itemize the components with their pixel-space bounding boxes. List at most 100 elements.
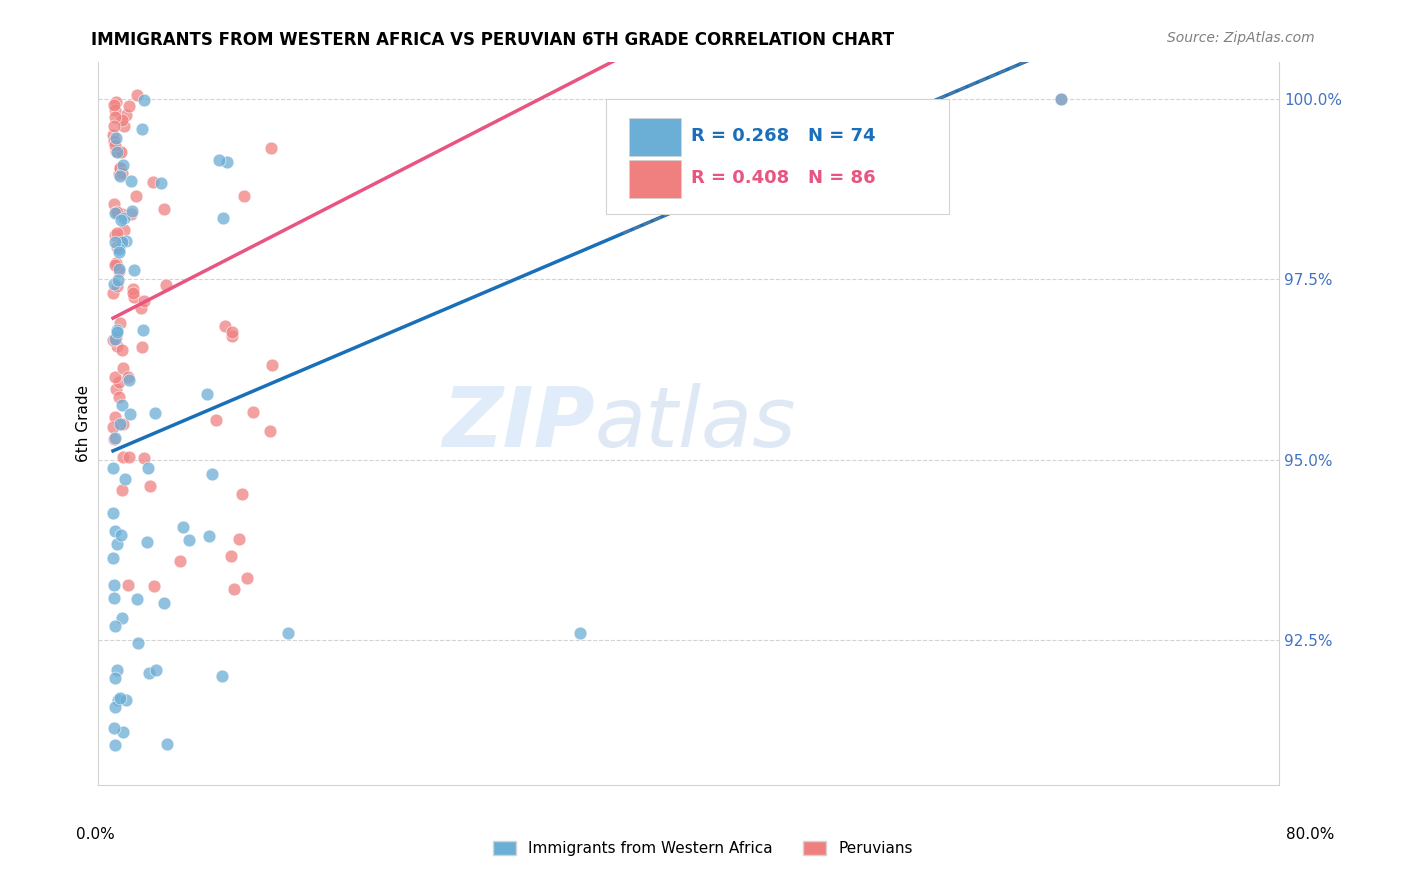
Point bbox=[103, 551, 125, 566]
Point bbox=[118, 99, 141, 113]
Point bbox=[108, 145, 131, 160]
Point bbox=[132, 294, 155, 309]
Point bbox=[204, 412, 226, 426]
Point bbox=[108, 167, 131, 181]
Point bbox=[104, 227, 127, 242]
Point bbox=[121, 204, 143, 219]
Text: R = 0.408   N = 86: R = 0.408 N = 86 bbox=[692, 169, 876, 187]
Point bbox=[111, 725, 134, 739]
Point bbox=[156, 737, 179, 751]
Point bbox=[104, 524, 127, 539]
Point bbox=[132, 323, 155, 337]
Point bbox=[103, 98, 125, 112]
Point bbox=[104, 700, 127, 714]
Point bbox=[104, 369, 127, 384]
Point bbox=[114, 108, 136, 122]
Point bbox=[122, 290, 145, 304]
Point bbox=[104, 258, 127, 272]
Point bbox=[108, 691, 131, 706]
Point bbox=[149, 176, 172, 190]
Point bbox=[136, 461, 159, 475]
FancyBboxPatch shape bbox=[606, 98, 949, 214]
Point bbox=[155, 277, 177, 292]
Point bbox=[104, 204, 127, 219]
Point bbox=[172, 520, 194, 534]
Text: R = 0.268   N = 74: R = 0.268 N = 74 bbox=[692, 128, 876, 145]
Point bbox=[104, 382, 127, 396]
Point bbox=[122, 282, 145, 296]
Point bbox=[110, 213, 132, 227]
Point bbox=[103, 506, 125, 520]
Point bbox=[215, 155, 238, 169]
Point bbox=[105, 323, 128, 337]
Point bbox=[236, 571, 259, 585]
FancyBboxPatch shape bbox=[628, 118, 681, 156]
Point bbox=[105, 145, 128, 160]
Point bbox=[221, 325, 243, 339]
Point bbox=[118, 450, 141, 465]
Point bbox=[122, 286, 145, 301]
Point bbox=[169, 553, 191, 567]
Point bbox=[118, 373, 141, 387]
Point bbox=[108, 245, 131, 260]
Point bbox=[122, 262, 145, 277]
Point bbox=[104, 332, 127, 346]
Point bbox=[103, 285, 125, 300]
Point bbox=[103, 431, 125, 445]
Point bbox=[108, 316, 131, 330]
FancyBboxPatch shape bbox=[628, 160, 681, 198]
Point bbox=[103, 578, 125, 592]
Point bbox=[107, 273, 129, 287]
Point bbox=[228, 532, 250, 546]
Point bbox=[108, 161, 131, 176]
Point bbox=[111, 235, 134, 249]
Point bbox=[110, 417, 132, 432]
Point bbox=[125, 591, 148, 606]
Point bbox=[105, 95, 128, 110]
Point bbox=[105, 130, 128, 145]
Point bbox=[201, 467, 224, 482]
Point bbox=[107, 262, 129, 277]
Point bbox=[107, 693, 129, 707]
Point bbox=[132, 93, 155, 107]
Point bbox=[139, 479, 162, 493]
Point bbox=[104, 110, 127, 124]
Point bbox=[1049, 91, 1071, 105]
Point bbox=[105, 259, 128, 273]
Point bbox=[136, 535, 159, 549]
Point bbox=[214, 318, 236, 333]
Point bbox=[124, 189, 146, 203]
Point bbox=[120, 207, 142, 221]
Text: ZIP: ZIP bbox=[441, 384, 595, 464]
Point bbox=[103, 128, 125, 142]
Point bbox=[259, 424, 281, 438]
Point bbox=[127, 88, 149, 103]
Point bbox=[112, 119, 135, 133]
Point bbox=[142, 175, 165, 189]
Point bbox=[127, 636, 149, 650]
Point bbox=[114, 472, 136, 486]
Point bbox=[211, 669, 233, 683]
Point bbox=[103, 460, 125, 475]
Point bbox=[111, 360, 134, 375]
Point bbox=[277, 626, 299, 640]
Point bbox=[222, 582, 245, 596]
Point bbox=[104, 255, 127, 269]
Point bbox=[105, 226, 128, 240]
Point bbox=[104, 671, 127, 685]
Point bbox=[104, 738, 127, 752]
Text: 0.0%: 0.0% bbox=[76, 827, 115, 841]
Point bbox=[111, 343, 134, 358]
Text: IMMIGRANTS FROM WESTERN AFRICA VS PERUVIAN 6TH GRADE CORRELATION CHART: IMMIGRANTS FROM WESTERN AFRICA VS PERUVI… bbox=[91, 31, 894, 49]
Point bbox=[105, 240, 128, 254]
Point bbox=[145, 663, 167, 677]
Point bbox=[108, 263, 131, 277]
Point bbox=[110, 169, 132, 183]
Point bbox=[177, 533, 200, 547]
Point bbox=[131, 121, 153, 136]
Point bbox=[131, 340, 153, 354]
Point bbox=[568, 626, 591, 640]
Point bbox=[221, 329, 243, 343]
Point bbox=[103, 134, 125, 148]
Point bbox=[114, 693, 136, 707]
